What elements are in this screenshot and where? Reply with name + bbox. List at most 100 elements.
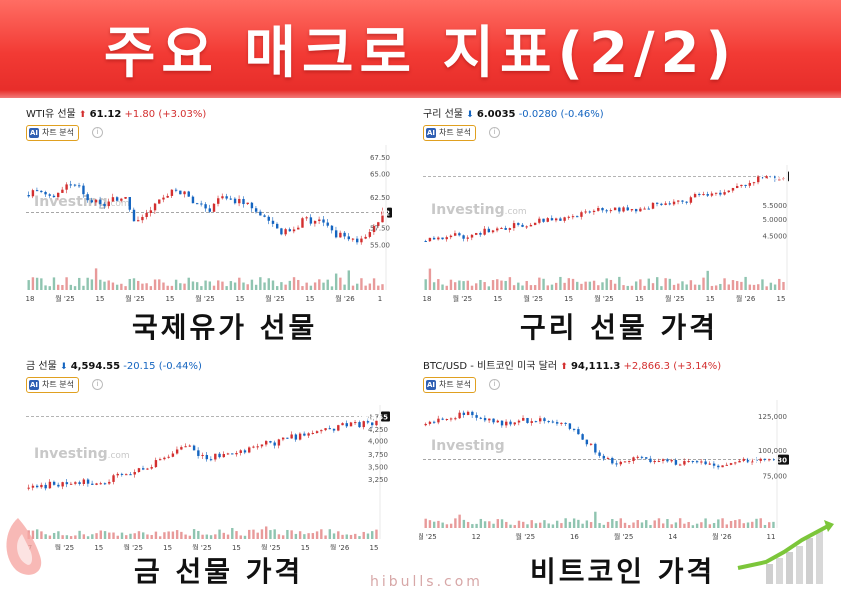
candle-body: [254, 208, 258, 212]
volume-bar: [594, 511, 597, 528]
info-icon[interactable]: i: [489, 379, 500, 390]
candle-body: [706, 194, 709, 196]
last-price-tag: [778, 454, 789, 465]
candle-body: [768, 459, 771, 461]
candle-body: [576, 216, 579, 218]
volume-bar: [297, 279, 300, 290]
gold-chart-svg: Investing.com 4,750 4,250 4,000 3,750 3,500 3,…: [26, 405, 390, 550]
candle-body: [328, 428, 332, 430]
chart-analysis-button[interactable]: AI 차트 분석: [26, 377, 79, 393]
y-tick-label: 4,750: [368, 414, 388, 422]
candle-body: [141, 216, 144, 221]
candle-body: [288, 229, 292, 232]
volume-bar: [107, 280, 110, 290]
volume-bar: [668, 278, 672, 290]
candle-body: [729, 463, 733, 465]
volume-bar: [288, 280, 292, 290]
candle-body: [217, 198, 220, 204]
volume-bar: [445, 285, 448, 290]
candle-body: [509, 421, 512, 425]
candle-body: [204, 204, 207, 209]
ai-icon: AI: [426, 127, 436, 138]
candle-body: [649, 458, 652, 463]
candle-body: [111, 197, 115, 202]
y-tick-label: 57.50: [370, 225, 390, 233]
volume-bar: [120, 283, 123, 290]
chart-analysis-button[interactable]: AI 차트 분석: [423, 125, 476, 141]
copper-caption: 구리 선물 가격: [520, 311, 719, 344]
candle-body: [222, 453, 225, 458]
info-icon[interactable]: i: [92, 127, 103, 138]
candle-body: [292, 229, 296, 232]
candle-body: [513, 422, 516, 425]
volume-bar: [546, 285, 549, 290]
volume-bar: [221, 281, 224, 290]
candle-body: [559, 218, 562, 221]
volume-bar: [424, 518, 427, 528]
volume-bar: [56, 284, 60, 290]
candle-body: [470, 234, 474, 238]
volume-bar: [721, 518, 724, 528]
volume-bar: [550, 284, 554, 290]
volume-bar: [778, 278, 781, 290]
volume-bar: [496, 519, 499, 528]
candle-body: [475, 415, 478, 418]
candle-body: [339, 232, 342, 238]
volume-bar: [146, 534, 149, 539]
info-icon[interactable]: i: [489, 127, 500, 138]
btc-chart-panel: BTC/USD - 비트코인 미국 달러 ⬆ 94,111.3 +2,866.3…: [419, 355, 791, 550]
candle-body: [337, 425, 340, 431]
candle-body: [235, 452, 238, 455]
volume-bar: [142, 532, 145, 539]
candle-body: [597, 208, 600, 211]
candle-body: [689, 197, 693, 203]
candle-body: [167, 456, 170, 458]
candle-body: [725, 464, 729, 466]
x-tick-label: 15: [564, 295, 573, 303]
candle-body: [343, 232, 346, 237]
volume-bar: [209, 535, 213, 539]
candle-body: [233, 198, 237, 204]
candle-body: [483, 418, 487, 421]
title-banner: 주요 매크로 지표(2/2): [0, 0, 841, 98]
volume-bar: [183, 283, 186, 290]
x-tick-label: 월 '25: [55, 543, 75, 550]
candle-body: [263, 215, 266, 217]
volume-bar: [683, 523, 686, 528]
chart-analysis-button[interactable]: AI 차트 분석: [26, 125, 79, 141]
volume-bar: [252, 529, 255, 539]
volume-bar: [761, 279, 764, 290]
volume-bar: [615, 521, 618, 528]
candle-body: [366, 421, 370, 423]
x-tick-label: 월 '26: [712, 532, 732, 541]
volume-bar: [40, 278, 43, 290]
candle-body: [773, 176, 777, 180]
candle-body: [748, 182, 752, 186]
x-tick-label: 월 '25: [192, 543, 212, 550]
chart-analysis-button[interactable]: AI 차트 분석: [423, 377, 476, 393]
candle-body: [246, 202, 249, 205]
candle-body: [52, 481, 56, 485]
down-arrow-icon: ⬇: [59, 362, 68, 372]
candle-body: [731, 187, 735, 191]
volume-bar: [309, 285, 313, 290]
candle-body: [201, 454, 204, 456]
volume-bar: [454, 518, 457, 528]
volume-bar: [351, 285, 355, 290]
candle-body: [693, 194, 697, 198]
info-icon[interactable]: i: [92, 379, 103, 390]
volume-bar: [225, 286, 228, 290]
volume-bar: [368, 283, 372, 290]
volume-bar: [551, 524, 555, 528]
volume-bar: [717, 519, 720, 528]
candle-body: [294, 434, 298, 440]
candle-body: [322, 219, 325, 223]
last-price-tag-label: 6.0035: [760, 173, 787, 181]
candle-body: [61, 482, 64, 487]
volume-bar: [712, 523, 716, 528]
volume-bar: [731, 280, 735, 290]
volume-bar: [133, 533, 136, 539]
candle-body: [154, 460, 158, 468]
volume-bar: [35, 277, 39, 290]
candle-body: [581, 434, 584, 440]
